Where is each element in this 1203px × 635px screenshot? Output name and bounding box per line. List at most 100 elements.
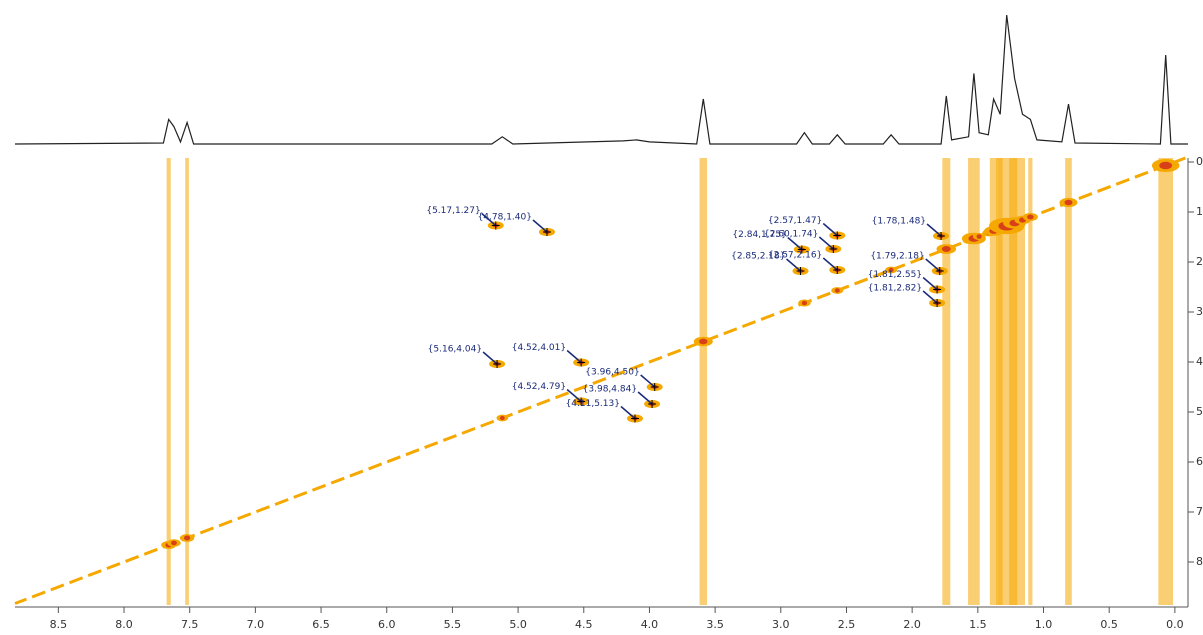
- x-tick-label: 2.5: [838, 618, 856, 631]
- x-tick-label: 6.5: [312, 618, 330, 631]
- x-tick-label: 1.0: [1035, 618, 1053, 631]
- noise-streak: [942, 158, 951, 605]
- noise-streak: [166, 158, 171, 605]
- peak-marker: [796, 267, 805, 275]
- diagonal-peak-core: [1159, 161, 1173, 170]
- noise-streak: [1158, 158, 1174, 605]
- noise-streak: [185, 158, 189, 605]
- noise-streak: [699, 158, 708, 605]
- x-tick-label: 6.0: [378, 618, 396, 631]
- peak-arrow: [787, 236, 803, 251]
- y-tick-label: 4: [1196, 355, 1203, 368]
- diagonal-peak-core: [976, 234, 982, 239]
- y-tick-label: 6: [1196, 455, 1203, 468]
- x-tick-label: 7.5: [181, 618, 199, 631]
- peak-label: {4.52,4.79}: [512, 382, 566, 392]
- noise-streak: [968, 158, 980, 605]
- x-tick-label: 5.5: [444, 618, 462, 631]
- peak-arrow: [620, 405, 636, 420]
- x-tick-label: 0.5: [1100, 618, 1118, 631]
- peak-label: {4.78,1.40}: [478, 213, 532, 223]
- peak-arrow: [926, 223, 942, 237]
- peak-arrow: [922, 290, 938, 304]
- x-tick-label: 3.0: [772, 618, 790, 631]
- peak-label: {1.78,1.48}: [872, 217, 926, 227]
- peak-arrow: [566, 388, 582, 403]
- peak-marker: [797, 245, 806, 254]
- diagonal-peak-core: [834, 288, 840, 293]
- peak-marker: [933, 285, 942, 294]
- x-tick-label: 5.0: [509, 618, 527, 631]
- peak-arrow: [925, 258, 941, 272]
- diagonal-peak-core: [171, 540, 177, 546]
- peak-label: {2.84,1.75}: [732, 230, 786, 240]
- x-tick-label: 0.0: [1166, 618, 1184, 631]
- peak-marker: [833, 266, 842, 274]
- peak-arrow: [640, 374, 656, 388]
- diagonal-peak-core: [1064, 199, 1073, 206]
- peak-label: {2.60,1.74}: [764, 230, 818, 240]
- diagonal-peak-core: [801, 300, 808, 306]
- peak-label: {5.17,1.27}: [426, 206, 480, 216]
- peak-marker: [493, 360, 502, 368]
- noise-streak: [1009, 158, 1021, 605]
- diagonal-peak-core: [183, 535, 191, 541]
- noise-streak: [1065, 158, 1072, 605]
- y-tick-label: 1: [1196, 205, 1203, 218]
- x-tick-label: 8.0: [115, 618, 133, 631]
- x-tick-label: 4.5: [575, 618, 593, 631]
- y-tick-label: 3: [1196, 305, 1203, 318]
- peak-label: {3.98,4.84}: [583, 385, 637, 395]
- y-tick-label: 0: [1196, 155, 1203, 168]
- y-tick-label: 2: [1196, 255, 1203, 268]
- noise-streak: [1028, 158, 1033, 605]
- peak-marker: [577, 358, 586, 367]
- peak-arrow: [822, 222, 838, 237]
- peak-arrow: [818, 236, 834, 250]
- peak-arrow: [566, 349, 582, 364]
- peak-marker: [937, 232, 946, 240]
- peak-arrow: [482, 351, 498, 365]
- peak-marker: [933, 299, 942, 307]
- peak-marker: [829, 245, 838, 253]
- diagonal-peak-core: [1027, 214, 1034, 220]
- diagonal-peak-core: [499, 415, 505, 421]
- peak-arrow: [637, 391, 653, 405]
- peak-label: {4.52,4.01}: [512, 343, 566, 353]
- peak-marker: [648, 400, 657, 408]
- diagonal-peak-core: [699, 338, 708, 345]
- peak-marker: [833, 231, 842, 240]
- peak-arrow: [481, 212, 497, 227]
- x-tick-label: 2.0: [903, 618, 921, 631]
- noise-streak: [989, 158, 998, 605]
- peak-marker: [935, 267, 944, 275]
- projection-trace: [14, 15, 1188, 145]
- diagonal-peak-core: [888, 267, 894, 273]
- x-tick-label: 8.5: [50, 618, 68, 631]
- peak-label: {1.79,2.18}: [870, 252, 924, 262]
- peak-marker: [542, 228, 551, 236]
- peak-arrow: [822, 257, 838, 271]
- diagonal-peak-core: [941, 246, 951, 252]
- peak-arrow: [922, 276, 938, 291]
- x-tick-label: 3.5: [706, 618, 724, 631]
- peak-label: {2.57,2.16}: [768, 251, 822, 261]
- y-tick-label: 7: [1196, 505, 1203, 518]
- noise-streak: [1019, 158, 1025, 605]
- peak-label: {4.11,5.13}: [566, 399, 620, 409]
- x-tick-label: 7.0: [247, 618, 265, 631]
- peak-marker: [630, 414, 639, 423]
- peak-label: {2.85,2.18}: [731, 252, 785, 262]
- peak-marker: [491, 221, 500, 230]
- peak-arrow: [786, 258, 801, 272]
- peak-marker: [577, 397, 586, 406]
- peak-label: {2.57,1.47}: [768, 216, 822, 226]
- peak-marker: [650, 383, 659, 391]
- peak-label: {1.81,2.82}: [868, 284, 922, 294]
- x-tick-label: 1.5: [969, 618, 987, 631]
- y-tick-label: 5: [1196, 405, 1203, 418]
- peak-label: {1.81,2.55}: [868, 270, 922, 280]
- y-tick-label: 8: [1196, 555, 1203, 568]
- peak-arrow: [532, 219, 548, 233]
